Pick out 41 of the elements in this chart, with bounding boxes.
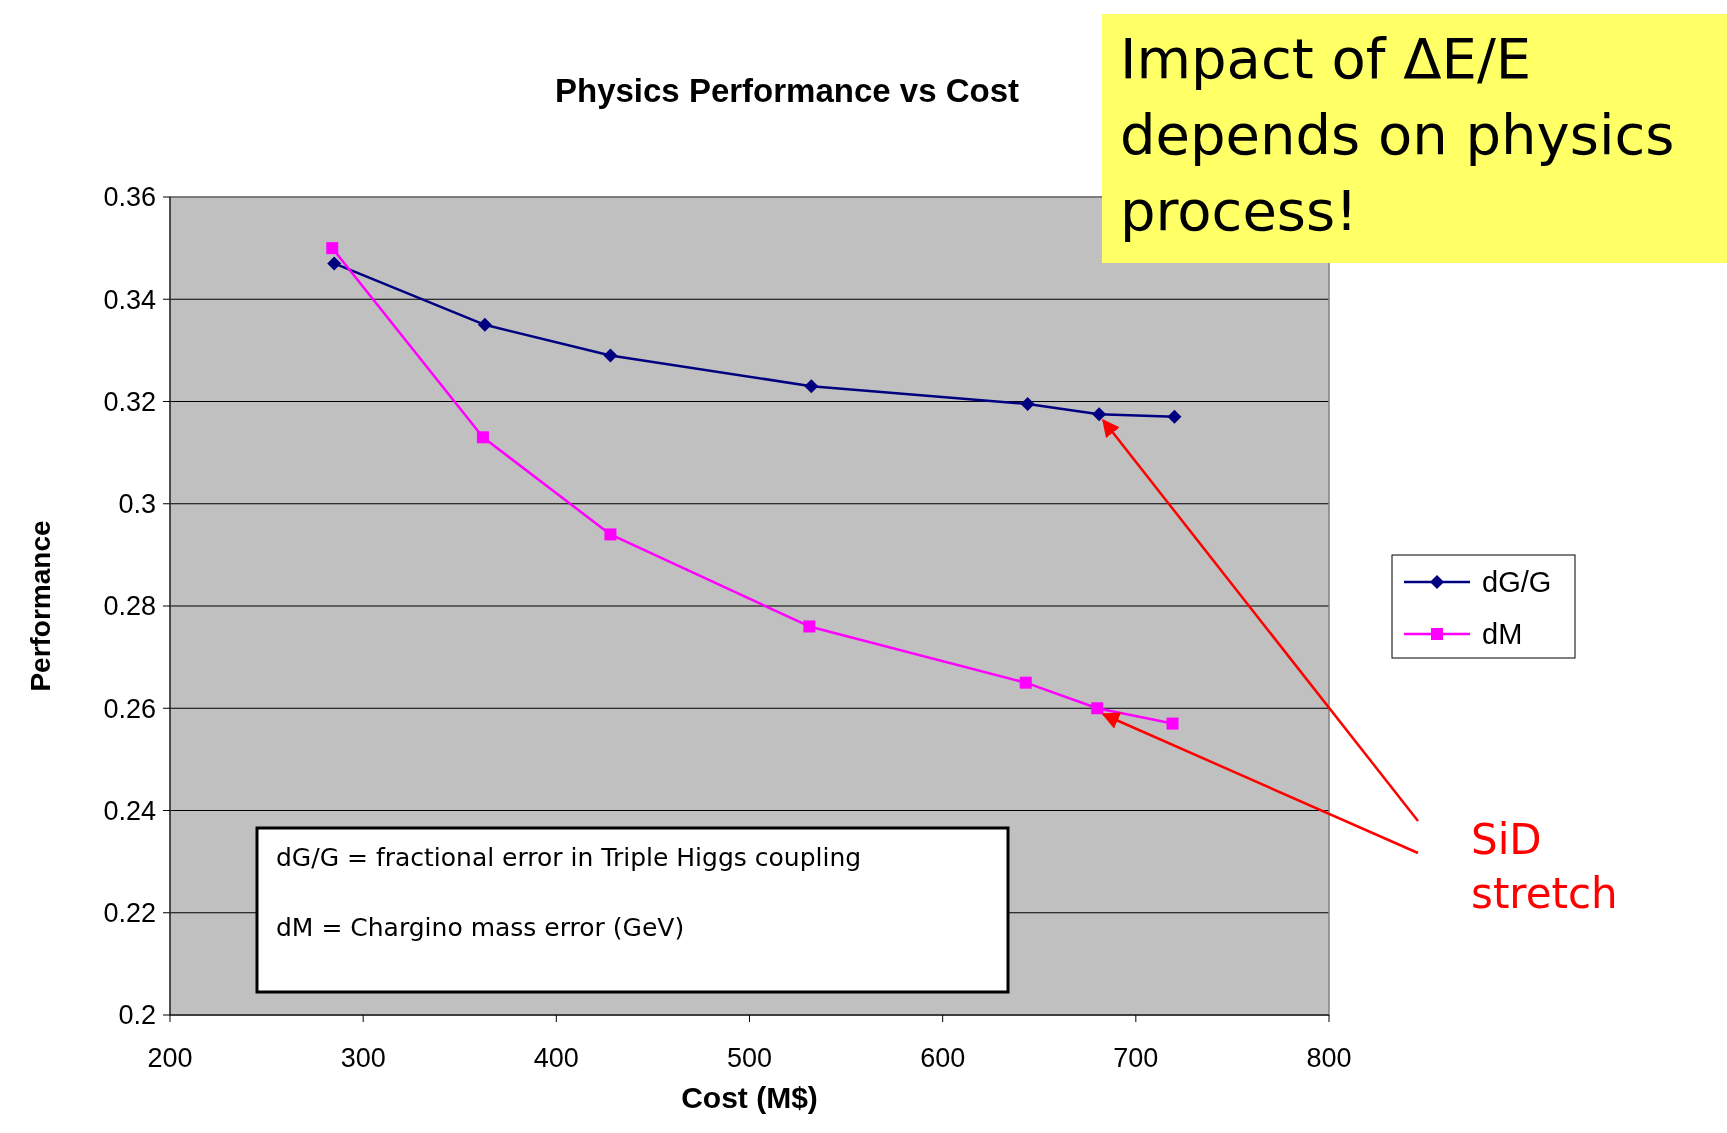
x-tick-label: 600 — [920, 1043, 966, 1073]
y-tick-label: 0.34 — [103, 284, 156, 315]
point — [326, 242, 339, 255]
x-tick-label: 200 — [147, 1043, 193, 1073]
y-tick-label: 0.24 — [103, 795, 156, 826]
x-tick-label: 800 — [1306, 1043, 1352, 1073]
point — [1167, 409, 1182, 424]
y-tick-label: 0.32 — [103, 386, 156, 417]
y-tick-label: 0.28 — [103, 591, 156, 622]
point — [1166, 717, 1179, 730]
point — [804, 379, 819, 394]
callout-box: Impact of ΔE/E depends on physics process! — [1102, 14, 1727, 263]
point — [1020, 397, 1035, 412]
annotation: dM = Chargino mass error (GeV) — [276, 913, 685, 942]
legend-label: dM — [1482, 618, 1523, 651]
x-tick-label: 700 — [1113, 1043, 1159, 1073]
annotation: dG/G = fractional error in Triple Higgs coupling — [276, 843, 862, 872]
legend-label: dG/G — [1482, 566, 1552, 599]
y-axis-title: Performance — [25, 520, 56, 692]
y-tick-label: 0.22 — [103, 898, 156, 929]
annotation: SiD stretch — [1471, 815, 1618, 918]
y-tick-label: 0.36 — [103, 182, 156, 213]
point — [327, 256, 342, 271]
point — [604, 528, 617, 541]
point — [603, 348, 618, 363]
annotation: Impact of ΔE/E depends on physics process! — [1120, 26, 1675, 243]
x-axis-title: Cost (M$) — [681, 1081, 818, 1114]
point — [477, 317, 492, 332]
x-tick-label: 400 — [533, 1043, 579, 1073]
chart-title: Physics Performance vs Cost — [554, 72, 1020, 109]
point — [476, 431, 489, 444]
note-box: dG/G = fractional error in Triple Higgs coupling dM = Chargino mass error (GeV) — [255, 826, 1010, 994]
point — [1092, 407, 1107, 422]
x-tick-label: 300 — [340, 1043, 386, 1073]
y-tick-label: 0.26 — [103, 693, 156, 724]
point — [1091, 702, 1104, 715]
y-tick-label: 0.2 — [118, 1000, 156, 1031]
x-tick-label: 500 — [726, 1043, 773, 1073]
y-tick-label: 0.3 — [118, 489, 156, 520]
point — [803, 620, 816, 633]
point — [1019, 676, 1032, 689]
